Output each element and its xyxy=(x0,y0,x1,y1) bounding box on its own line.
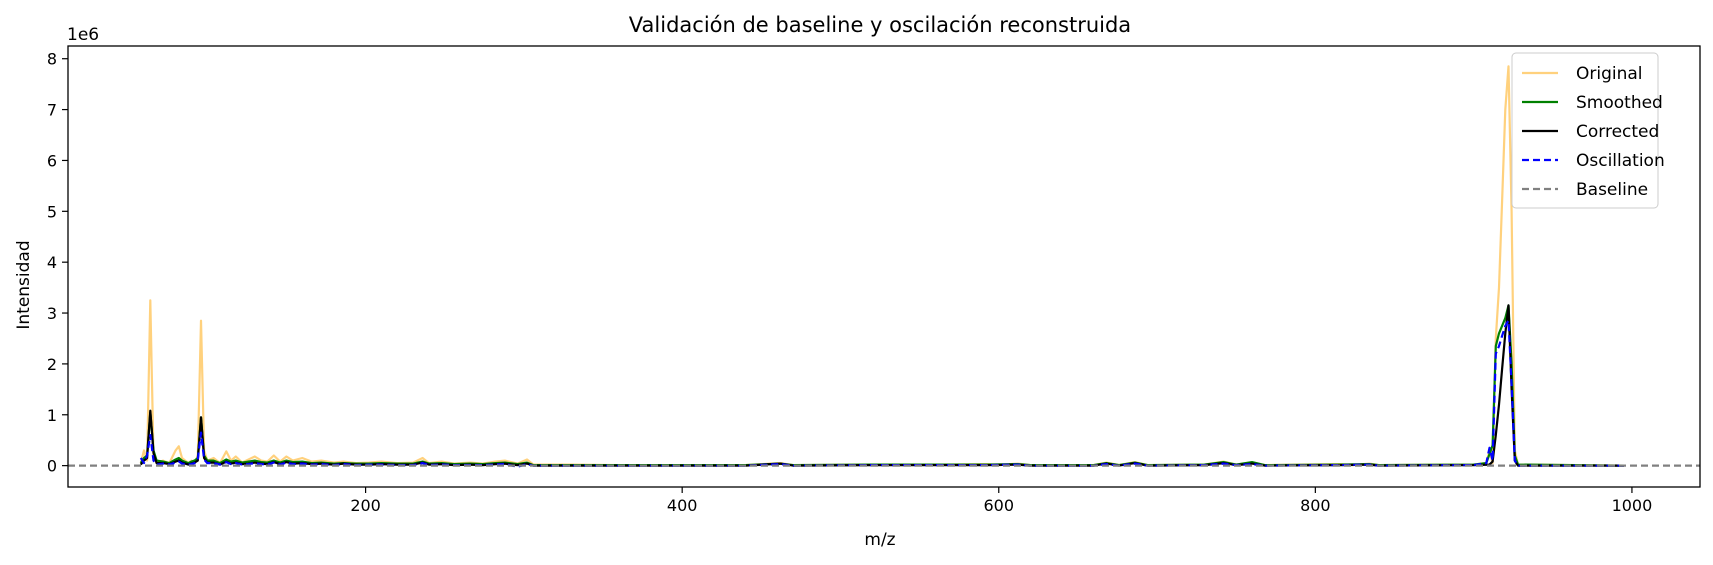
axes-frame xyxy=(67,45,1701,488)
series-line-original xyxy=(139,65,1625,467)
y-axis-label: Intensidad xyxy=(14,240,34,329)
y-axis-scale-note: 1e6 xyxy=(67,25,99,45)
legend: Original Smoothed Corrected Oscillation Base… xyxy=(1511,52,1665,209)
chart-title: Validación de baseline y oscilación reco… xyxy=(629,13,1131,37)
x-tick-label: 800 xyxy=(1300,496,1331,515)
y-tick-label: 6 xyxy=(47,151,57,170)
legend-label-corrected: Corrected xyxy=(1576,122,1659,142)
y-tick-label: 7 xyxy=(47,101,57,120)
legend-box xyxy=(1511,52,1659,209)
x-tick-label: 200 xyxy=(350,496,381,515)
y-tick-label: 0 xyxy=(47,457,57,476)
x-tick-label: 1000 xyxy=(1612,496,1653,515)
legend-label-baseline: Baseline xyxy=(1576,180,1648,200)
series-line-corrected xyxy=(139,304,1624,467)
y-tick-label: 4 xyxy=(47,253,57,272)
y-tick-label: 2 xyxy=(47,355,57,374)
y-tick-label: 1 xyxy=(47,406,57,425)
legend-label-smoothed: Smoothed xyxy=(1576,93,1663,113)
legend-label-oscillation: Oscillation xyxy=(1576,151,1665,171)
y-tick-label: 3 xyxy=(47,304,57,323)
x-tick-label: 600 xyxy=(983,496,1014,515)
series-line-smoothed xyxy=(139,304,1625,467)
plot-area: 200 400 600 800 1000 0 1 2 3 4 5 6 7 8 xyxy=(47,45,1701,515)
x-tick-label: 400 xyxy=(667,496,698,515)
y-tick-label: 8 xyxy=(47,50,57,69)
legend-label-original: Original xyxy=(1576,64,1643,84)
y-tick-label: 5 xyxy=(47,202,57,221)
x-axis-label: m/z xyxy=(864,530,895,550)
series-line-oscillation xyxy=(139,319,1624,468)
